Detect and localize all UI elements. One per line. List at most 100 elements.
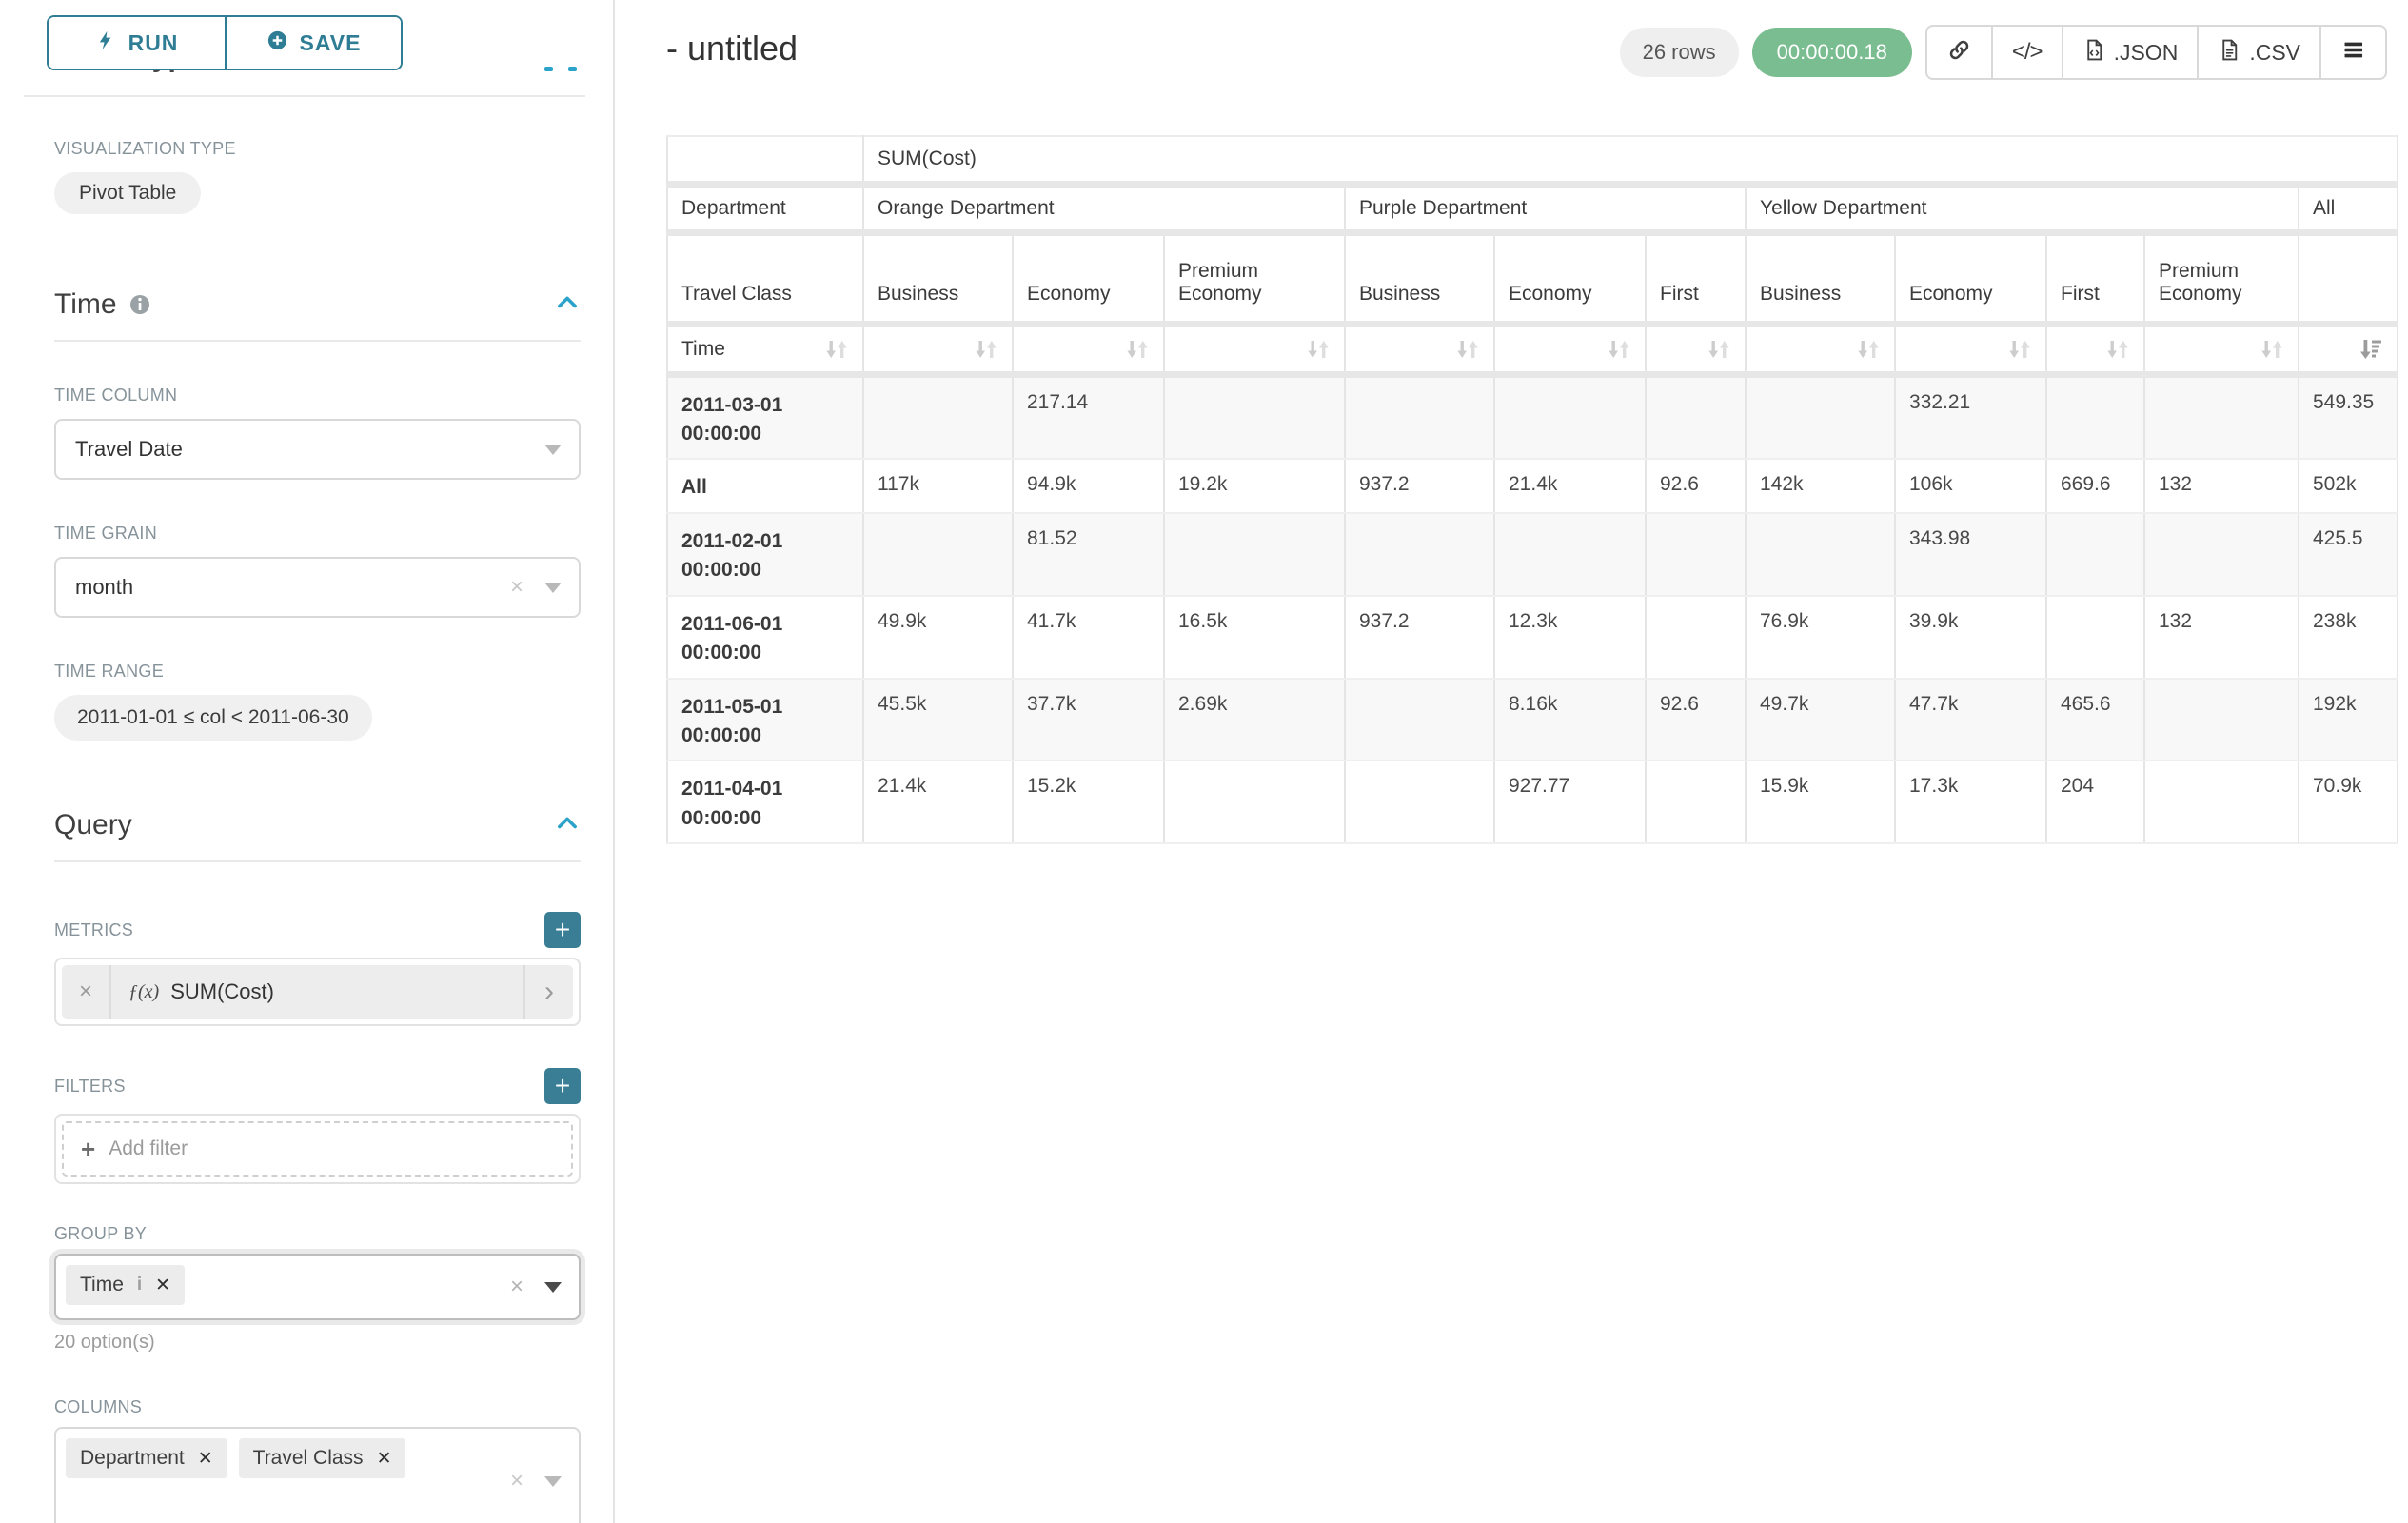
sort-cell bbox=[1894, 324, 2047, 378]
embed-code-button[interactable]: </> bbox=[1990, 27, 2062, 78]
chevron-up-icon[interactable] bbox=[554, 289, 581, 321]
sort-icon[interactable] bbox=[1607, 337, 1631, 362]
pivot-value-cell: 343.98 bbox=[1894, 512, 2047, 597]
remove-tag-icon[interactable]: ✕ bbox=[155, 1275, 171, 1296]
panel-drag-handle-dots[interactable] bbox=[544, 67, 577, 71]
pivot-value-cell: 106k bbox=[1894, 459, 2047, 514]
selected-tag[interactable]: Time i ✕ bbox=[66, 1265, 186, 1305]
columns-select[interactable]: Department ✕ Travel Class ✕ × bbox=[54, 1427, 581, 1523]
pivot-data-row: 2011-06-01 00:00:00 49.9k 41.7k 16.5k 937.2 1… bbox=[666, 595, 2398, 680]
pivot-value-cell: 15.2k bbox=[1012, 761, 1165, 845]
sort-icon[interactable] bbox=[2105, 337, 2130, 362]
function-icon: ƒ(x) bbox=[128, 980, 160, 1002]
metric-name: SUM(Cost) bbox=[170, 979, 274, 1003]
pivot-value-cell: 8.16k bbox=[1493, 678, 1647, 762]
add-filter-button[interactable]: + Add filter bbox=[62, 1121, 573, 1177]
add-metric-button[interactable]: + bbox=[544, 912, 581, 948]
pivot-value-cell bbox=[2045, 595, 2145, 680]
chart-title[interactable]: - untitled bbox=[666, 29, 799, 68]
sort-icon[interactable] bbox=[824, 337, 849, 362]
pivot-data-row: 2011-05-01 00:00:00 45.5k 37.7k 2.69k 8.16k 9… bbox=[666, 678, 2398, 762]
pivot-value-cell bbox=[1344, 374, 1495, 461]
pivot-value-cell: 19.2k bbox=[1163, 459, 1346, 514]
col-dimension-label: Travel Class bbox=[666, 232, 864, 327]
pivot-value-cell bbox=[1745, 374, 1896, 461]
metric-chip[interactable]: × ƒ(x) SUM(Cost) › bbox=[62, 965, 573, 1019]
pivot-value-cell: 132 bbox=[2143, 595, 2299, 680]
export-toolbar: </> .JSON .CSV bbox=[1924, 25, 2387, 80]
time-sort-cell: Time bbox=[666, 324, 864, 378]
query-section-header[interactable]: Query bbox=[54, 809, 581, 841]
remove-tag-icon[interactable]: ✕ bbox=[197, 1448, 213, 1469]
pivot-value-cell: 669.6 bbox=[2045, 459, 2145, 514]
travel-class-header: Business bbox=[862, 232, 1014, 327]
pivot-value-cell: 332.21 bbox=[1894, 374, 2047, 461]
selected-tag[interactable]: Department ✕ bbox=[66, 1438, 227, 1478]
remove-metric-icon[interactable]: × bbox=[62, 965, 111, 1019]
chevron-down-icon[interactable] bbox=[544, 1281, 562, 1293]
pivot-value-cell: 37.7k bbox=[1012, 678, 1165, 762]
pivot-value-cell bbox=[2045, 374, 2145, 461]
sort-descending-icon[interactable] bbox=[2359, 337, 2383, 362]
sort-icon[interactable] bbox=[2260, 337, 2284, 362]
sort-cell bbox=[2143, 324, 2299, 378]
travel-class-header-row: Travel Class Business Economy Premium Econ… bbox=[666, 232, 2398, 327]
chevron-down-icon[interactable] bbox=[544, 1475, 562, 1487]
pivot-value-cell: 81.52 bbox=[1012, 512, 1165, 597]
chart-panel: - untitled 26 rows 00:00:00.18 </> .JSON… bbox=[617, 0, 2408, 1523]
run-save-button-group: RUN SAVE bbox=[47, 15, 403, 70]
travel-class-header: First bbox=[2045, 232, 2145, 327]
time-range-value[interactable]: 2011-01-01 ≤ col < 2011-06-30 bbox=[54, 695, 372, 741]
control-panel-scroll[interactable]: VISUALIZATION TYPE Pivot Table Time TIME… bbox=[0, 97, 611, 1523]
pivot-value-cell: 21.4k bbox=[1493, 459, 1647, 514]
chevron-up-icon[interactable] bbox=[554, 810, 581, 841]
tag-label: Time bbox=[80, 1274, 124, 1296]
group-by-select[interactable]: Time i ✕ × bbox=[54, 1254, 581, 1320]
info-icon bbox=[128, 293, 151, 316]
pivot-data-row: All 117k 94.9k 19.2k 937.2 21.4k 92.6 142k 106k 6… bbox=[666, 459, 2398, 514]
time-column-select[interactable]: Travel Date bbox=[54, 419, 581, 480]
pivot-value-cell: 117k bbox=[862, 459, 1014, 514]
sort-icon[interactable] bbox=[1455, 337, 1480, 362]
menu-button[interactable] bbox=[2319, 27, 2385, 78]
pivot-value-cell bbox=[1645, 512, 1747, 597]
chevron-down-icon[interactable] bbox=[544, 444, 562, 455]
pivot-value-cell bbox=[2045, 512, 2145, 597]
clear-icon[interactable]: × bbox=[509, 1274, 523, 1299]
travel-class-header: Premium Economy bbox=[2143, 232, 2299, 327]
pivot-value-cell bbox=[1645, 374, 1747, 461]
export-csv-button[interactable]: .CSV bbox=[2197, 27, 2319, 78]
sort-icon[interactable] bbox=[1856, 337, 1881, 362]
time-section-header[interactable]: Time bbox=[54, 288, 581, 321]
sort-icon[interactable] bbox=[1306, 337, 1331, 362]
time-grain-select[interactable]: month × bbox=[54, 557, 581, 618]
group-by-options-hint: 20 option(s) bbox=[54, 1332, 155, 1353]
export-json-button[interactable]: .JSON bbox=[2061, 27, 2198, 78]
chevron-down-icon[interactable] bbox=[544, 582, 562, 593]
pivot-value-cell: 132 bbox=[2143, 459, 2299, 514]
department-group-header: Purple Department bbox=[1344, 184, 1747, 236]
selected-tag[interactable]: Travel Class ✕ bbox=[238, 1438, 406, 1478]
copy-link-button[interactable] bbox=[1927, 27, 1991, 78]
sort-icon[interactable] bbox=[1707, 337, 1731, 362]
run-button[interactable]: RUN bbox=[49, 17, 225, 69]
sort-icon[interactable] bbox=[1125, 337, 1150, 362]
query-section-title: Query bbox=[54, 809, 132, 841]
chevron-right-icon[interactable]: › bbox=[523, 965, 573, 1019]
group-by-label: GROUP BY bbox=[54, 1224, 148, 1243]
clear-icon[interactable]: × bbox=[509, 1468, 523, 1493]
pivot-value-cell bbox=[1344, 512, 1495, 597]
sort-icon[interactable] bbox=[974, 337, 998, 362]
pivot-value-cell: 937.2 bbox=[1344, 595, 1495, 680]
pivot-value-cell: 49.9k bbox=[862, 595, 1014, 680]
pivot-value-cell: 47.7k bbox=[1894, 678, 2047, 762]
save-button[interactable]: SAVE bbox=[225, 17, 401, 69]
add-filter-plus-button[interactable]: + bbox=[544, 1068, 581, 1104]
sort-icon[interactable] bbox=[2007, 337, 2032, 362]
clear-icon[interactable]: × bbox=[509, 574, 523, 600]
department-group-header: Yellow Department bbox=[1745, 184, 2299, 236]
pivot-value-cell bbox=[862, 512, 1014, 597]
pivot-value-cell: 92.6 bbox=[1645, 678, 1747, 762]
visualization-type-value[interactable]: Pivot Table bbox=[54, 172, 202, 214]
remove-tag-icon[interactable]: ✕ bbox=[376, 1448, 392, 1469]
